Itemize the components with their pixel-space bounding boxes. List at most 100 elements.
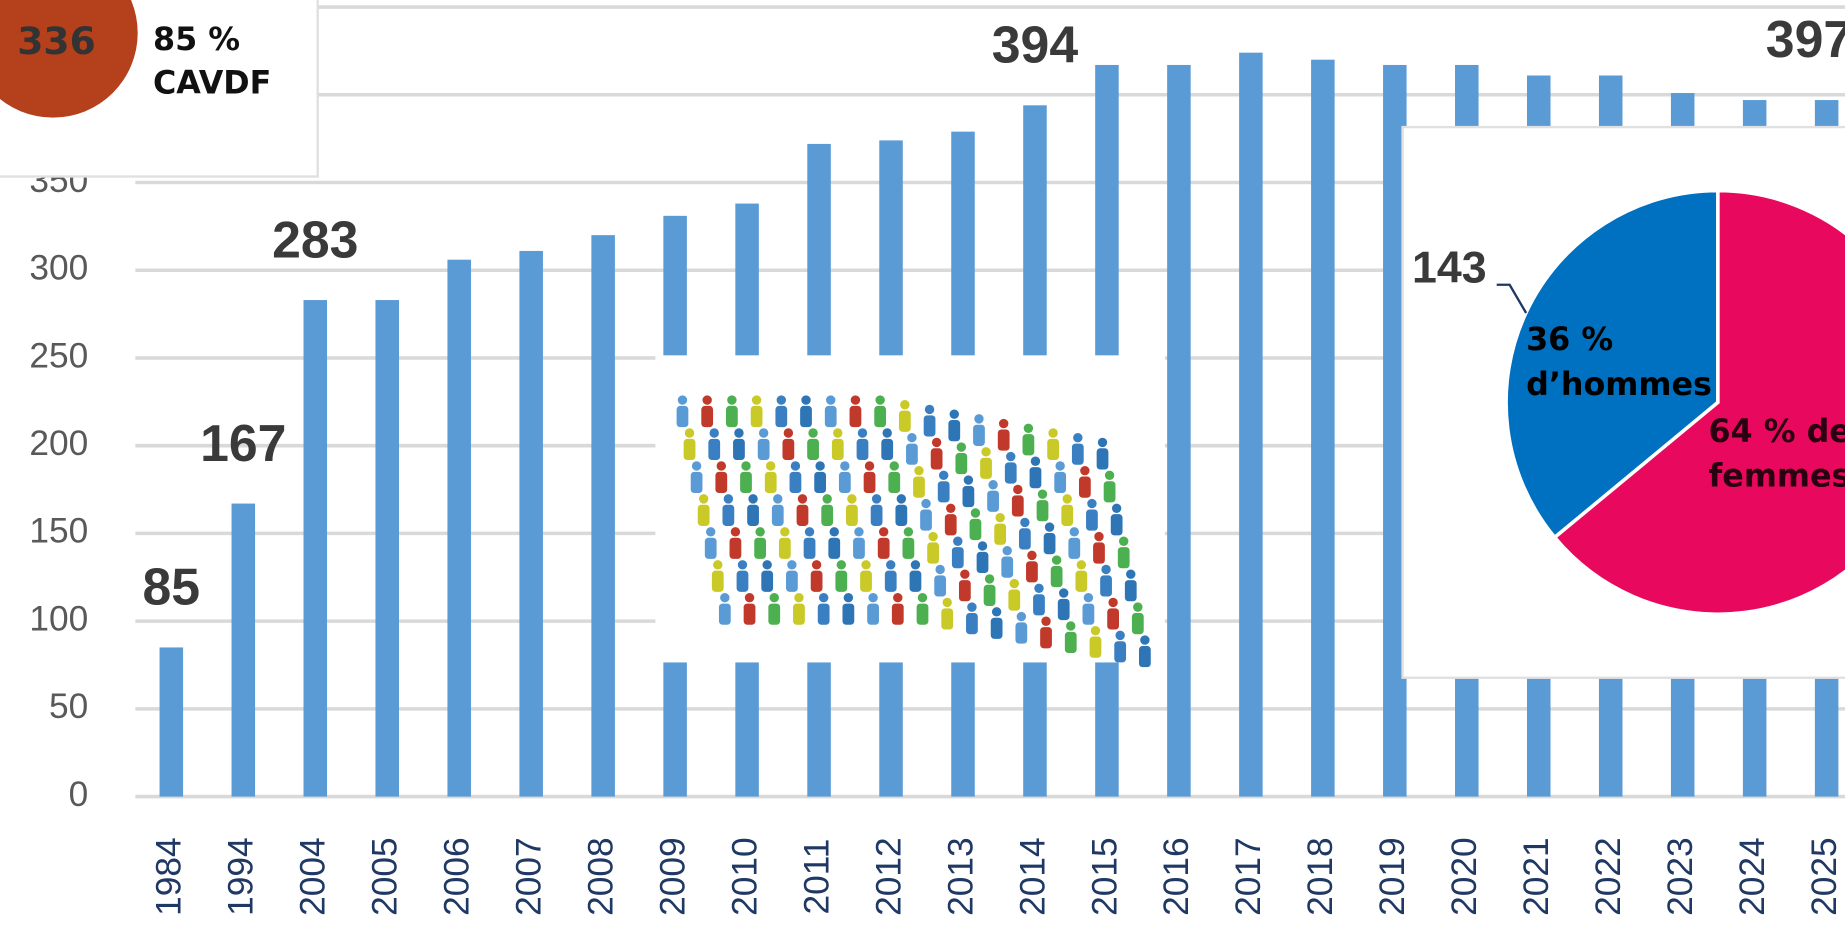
person-head (910, 560, 921, 570)
person-head (811, 560, 822, 570)
person-body (1096, 448, 1109, 470)
person-head (808, 428, 818, 438)
person-body (849, 405, 862, 428)
person-body (1107, 608, 1119, 630)
person-head (1126, 569, 1136, 579)
leader-line (1496, 283, 1528, 314)
person-head (1048, 428, 1058, 438)
person-head (797, 494, 808, 504)
person-body (1114, 641, 1127, 663)
person-head (1013, 484, 1023, 495)
person-body (997, 429, 1010, 451)
person-body (884, 570, 897, 592)
y-tick-label: 200 (29, 424, 88, 463)
person-body (870, 504, 883, 526)
person-body (715, 471, 728, 494)
pie-label: 36 % (1526, 322, 1613, 358)
person-body (831, 438, 844, 461)
person-head (935, 564, 945, 575)
person-head (755, 527, 765, 537)
person-head (815, 461, 825, 471)
person-body (1008, 589, 1021, 611)
person-head (706, 527, 716, 537)
person-body (786, 570, 798, 592)
person-body (1057, 598, 1070, 621)
person-head (829, 527, 839, 537)
person-head (953, 536, 963, 546)
person-head (970, 508, 981, 518)
person-body (1033, 594, 1045, 616)
person-body (888, 471, 901, 494)
person-body (1068, 537, 1081, 559)
bar (591, 235, 615, 797)
person-head (1044, 522, 1055, 532)
person-body (789, 471, 802, 494)
person-body (704, 537, 717, 559)
person-body (1011, 495, 1024, 517)
person-head (702, 395, 712, 405)
person-head (822, 494, 832, 504)
person-head (1076, 560, 1087, 570)
person-head (1058, 588, 1069, 598)
person-body (1015, 622, 1028, 644)
person-head (1023, 423, 1034, 433)
person-head (840, 461, 850, 471)
inset-circle-label: 336 (17, 19, 96, 63)
person-head (974, 414, 984, 424)
person-head (748, 494, 758, 504)
bar (1239, 52, 1263, 797)
person-head (896, 494, 907, 504)
person-body (1054, 471, 1067, 494)
person-head (850, 395, 861, 405)
person-body (736, 570, 749, 592)
person-head (1090, 625, 1101, 636)
person-body (1131, 613, 1144, 635)
person-body (796, 504, 809, 526)
bar (519, 250, 543, 797)
person-head (914, 465, 924, 476)
person-body (701, 405, 714, 428)
x-tick-label: 2020 (1445, 837, 1484, 916)
bar (1167, 64, 1191, 797)
person-body (983, 584, 996, 606)
person-body (803, 537, 816, 559)
person-body (729, 537, 742, 559)
pie-label: femmes (1708, 459, 1845, 495)
person-head (875, 395, 885, 405)
person-body (987, 490, 999, 512)
person-head (1115, 630, 1125, 641)
person-head (889, 461, 899, 471)
person-head (1118, 536, 1129, 546)
person-body (1089, 636, 1102, 658)
person-body (1064, 631, 1077, 654)
person-head (949, 409, 959, 419)
y-tick-label: 300 (29, 249, 88, 288)
person-head (1094, 531, 1104, 542)
person-body (969, 518, 982, 541)
person-body (1110, 514, 1123, 536)
x-tick-label: 2019 (1373, 837, 1412, 916)
x-tick-label: 2007 (510, 837, 549, 916)
person-head (1073, 432, 1083, 443)
person-head (988, 480, 998, 490)
person-body (891, 603, 904, 625)
x-tick-label: 2018 (1301, 837, 1340, 916)
person-body (976, 551, 989, 574)
person-head (1087, 498, 1097, 509)
person-head (878, 527, 889, 537)
inset-circle (0, 0, 138, 118)
person-body (934, 575, 947, 597)
person-body (1138, 645, 1151, 668)
person-head (1080, 465, 1090, 476)
person-head (942, 597, 952, 608)
person-head (794, 593, 804, 603)
person-head (1101, 564, 1111, 575)
x-tick-label: 2022 (1589, 837, 1628, 916)
person-body (920, 509, 932, 531)
person-body (951, 547, 964, 569)
person-body (1043, 533, 1056, 555)
person-head (804, 527, 815, 537)
person-body (980, 457, 992, 479)
person-body (948, 420, 961, 442)
person-head (977, 541, 988, 551)
